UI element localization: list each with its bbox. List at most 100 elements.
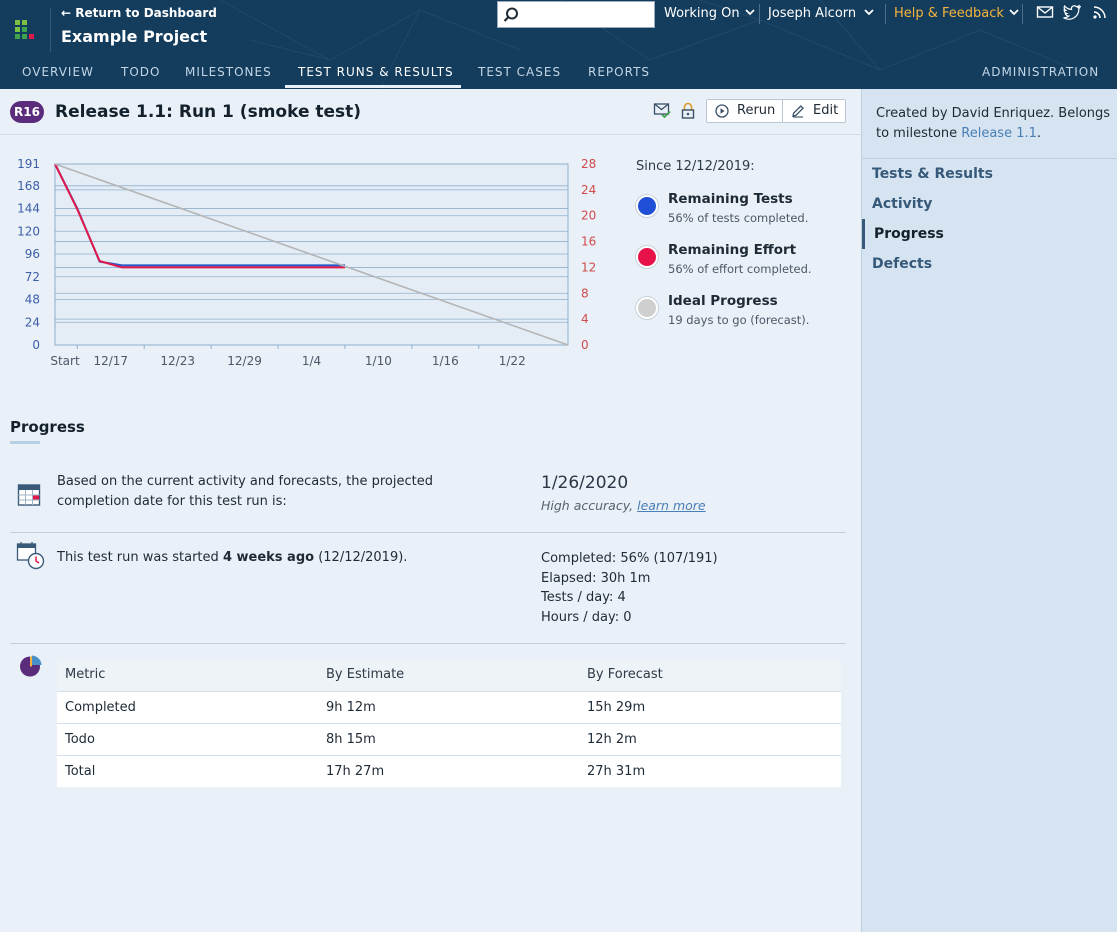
run-started-prefix: This test run was started xyxy=(57,550,219,565)
calendar-clock-icon xyxy=(16,542,45,570)
y-left-tick-label: 24 xyxy=(25,315,40,329)
legend-item-ideal-progress: Ideal Progress 19 days to go (forecast). xyxy=(636,293,846,333)
metric-by-forecast: 15h 29m xyxy=(579,691,841,724)
accuracy-label: High accuracy, xyxy=(541,498,634,513)
sidebar-divider xyxy=(862,158,1117,159)
sidebar-item-progress[interactable]: Progress xyxy=(874,226,944,242)
twitter-icon[interactable] xyxy=(1063,4,1081,20)
edit-button[interactable]: Edit xyxy=(783,100,845,122)
tab-test-runs-results[interactable]: TEST RUNS & RESULTS xyxy=(298,65,454,79)
project-title: Example Project xyxy=(61,27,208,46)
tab-reports[interactable]: REPORTS xyxy=(588,65,651,79)
y-left-tick-label: 96 xyxy=(25,247,40,261)
metric-name: Total xyxy=(65,763,96,779)
edit-label: Edit xyxy=(813,103,839,118)
header-divider xyxy=(1022,4,1023,24)
ideal-progress-line xyxy=(54,163,569,346)
y-left-tick-label: 191 xyxy=(17,157,40,171)
help-feedback-menu[interactable]: Help & Feedback xyxy=(894,6,1019,21)
metric-name: Completed xyxy=(57,691,318,724)
return-to-dashboard-label: Return to Dashboard xyxy=(75,6,217,20)
user-menu[interactable]: Joseph Alcorn xyxy=(768,6,874,21)
sidebar-item-defects[interactable]: Defects xyxy=(872,256,933,272)
metric-by-estimate: 17h 27m xyxy=(326,763,385,779)
chevron-down-icon xyxy=(864,9,874,16)
tab-todo[interactable]: TODO xyxy=(121,65,161,79)
user-name: Joseph Alcorn xyxy=(768,6,857,21)
tab-test-cases[interactable]: TEST CASES xyxy=(478,65,562,79)
legend-sub-remaining-tests: 56% of tests completed. xyxy=(668,211,809,225)
table-row: Completed 9h 12m 15h 29m xyxy=(57,691,841,724)
main-nav: OVERVIEW TODO MILESTONES TEST RUNS & RES… xyxy=(0,60,1117,89)
sidebar-item-activity[interactable]: Activity xyxy=(872,196,933,212)
legend-dot-ideal-progress xyxy=(636,297,658,319)
milestone-link[interactable]: Release 1.1 xyxy=(961,126,1037,141)
learn-more-link[interactable]: learn more xyxy=(637,498,706,513)
header-divider xyxy=(759,4,760,24)
run-description-end: . xyxy=(1036,126,1042,141)
x-tick-label: 1/4 xyxy=(302,354,321,368)
rss-icon[interactable] xyxy=(1092,4,1110,20)
network-background xyxy=(219,0,1101,89)
rerun-button[interactable]: Rerun xyxy=(707,100,782,122)
y-right-tick-label: 8 xyxy=(581,286,589,300)
run-id-badge: R16 xyxy=(10,101,44,123)
run-started-text: This test run was started 4 weeks ago (1… xyxy=(57,548,407,568)
y-left-tick-label: 48 xyxy=(25,293,40,307)
x-tick-label: 12/23 xyxy=(160,354,195,368)
progress-heading-underline xyxy=(10,441,40,444)
legend-since: Since 12/12/2019: xyxy=(636,159,755,174)
x-tick-label: 1/22 xyxy=(499,354,526,368)
tab-overview[interactable]: OVERVIEW xyxy=(22,65,94,79)
stat-elapsed: Elapsed: 30h 1m xyxy=(541,570,651,586)
working-on-label: Working On xyxy=(664,6,740,21)
mail-check-icon[interactable] xyxy=(653,102,671,118)
chevron-down-icon xyxy=(1009,9,1019,16)
run-stats: Completed: 56% (107/191) Elapsed: 30h 1m… xyxy=(541,549,718,628)
app-logo[interactable] xyxy=(15,20,39,44)
y-right-tick-label: 24 xyxy=(581,183,596,197)
run-title-bar: R16 Release 1.1: Run 1 (smoke test) Reru… xyxy=(0,89,861,135)
y-right-tick-label: 0 xyxy=(581,338,589,352)
y-right-tick-label: 28 xyxy=(581,157,596,171)
projected-completion-date: 1/26/2020 xyxy=(541,473,629,493)
progress-heading: Progress xyxy=(10,418,85,436)
x-tick-label: 12/17 xyxy=(93,354,128,368)
play-circle-icon xyxy=(715,104,729,118)
return-to-dashboard-link[interactable]: ← Return to Dashboard xyxy=(61,6,217,20)
working-on-dropdown[interactable]: Working On xyxy=(664,6,755,21)
metrics-header-row: Metric By Estimate By Forecast xyxy=(57,659,841,692)
legend-sub-ideal-progress: 19 days to go (forecast). xyxy=(668,313,810,327)
y-left-tick-label: 168 xyxy=(17,179,40,193)
active-tab-indicator xyxy=(285,85,461,88)
sidebar-item-tests-results[interactable]: Tests & Results xyxy=(872,166,993,182)
tab-milestones[interactable]: MILESTONES xyxy=(185,65,272,79)
legend-item-remaining-effort: Remaining Effort 56% of effort completed… xyxy=(636,242,846,282)
run-started-date: (12/12/2019). xyxy=(318,550,408,565)
legend-dot-remaining-effort xyxy=(636,246,658,268)
tab-administration[interactable]: ADMINISTRATION xyxy=(982,65,1100,79)
stat-completed: Completed: 56% (107/191) xyxy=(541,551,718,566)
section-divider xyxy=(10,532,846,533)
x-tick-label: 1/16 xyxy=(432,354,459,368)
remaining-effort-line xyxy=(54,163,345,269)
mail-icon[interactable] xyxy=(1036,4,1054,20)
lock-icon[interactable] xyxy=(680,102,696,119)
chevron-down-icon xyxy=(745,9,755,16)
y-left-tick-label: 0 xyxy=(32,338,40,352)
search-input[interactable] xyxy=(497,1,655,28)
run-title: Release 1.1: Run 1 (smoke test) xyxy=(55,102,362,122)
metric-by-forecast: 27h 31m xyxy=(587,763,646,779)
stat-hours-per-day: Hours / day: 0 xyxy=(541,610,632,626)
chart-legend: Since 12/12/2019: Remaining Tests 56% of… xyxy=(636,159,812,327)
sidebar-active-indicator xyxy=(862,219,865,249)
right-sidebar: Created by David Enriquez. Belongs to mi… xyxy=(861,89,1117,932)
x-tick-label: Start xyxy=(50,354,80,368)
table-row: Total 17h 27m 27h 31m xyxy=(57,755,841,787)
legend-name-remaining-effort: Remaining Effort xyxy=(668,242,797,258)
metrics-table: Metric By Estimate By Forecast Completed… xyxy=(57,659,841,787)
column-header-by-forecast: By Forecast xyxy=(579,659,841,692)
y-right-tick-label: 16 xyxy=(581,235,596,249)
table-row: Todo 8h 15m 12h 2m xyxy=(57,723,841,756)
run-description-text: Created by David Enriquez. Belongs to mi… xyxy=(876,106,1111,141)
